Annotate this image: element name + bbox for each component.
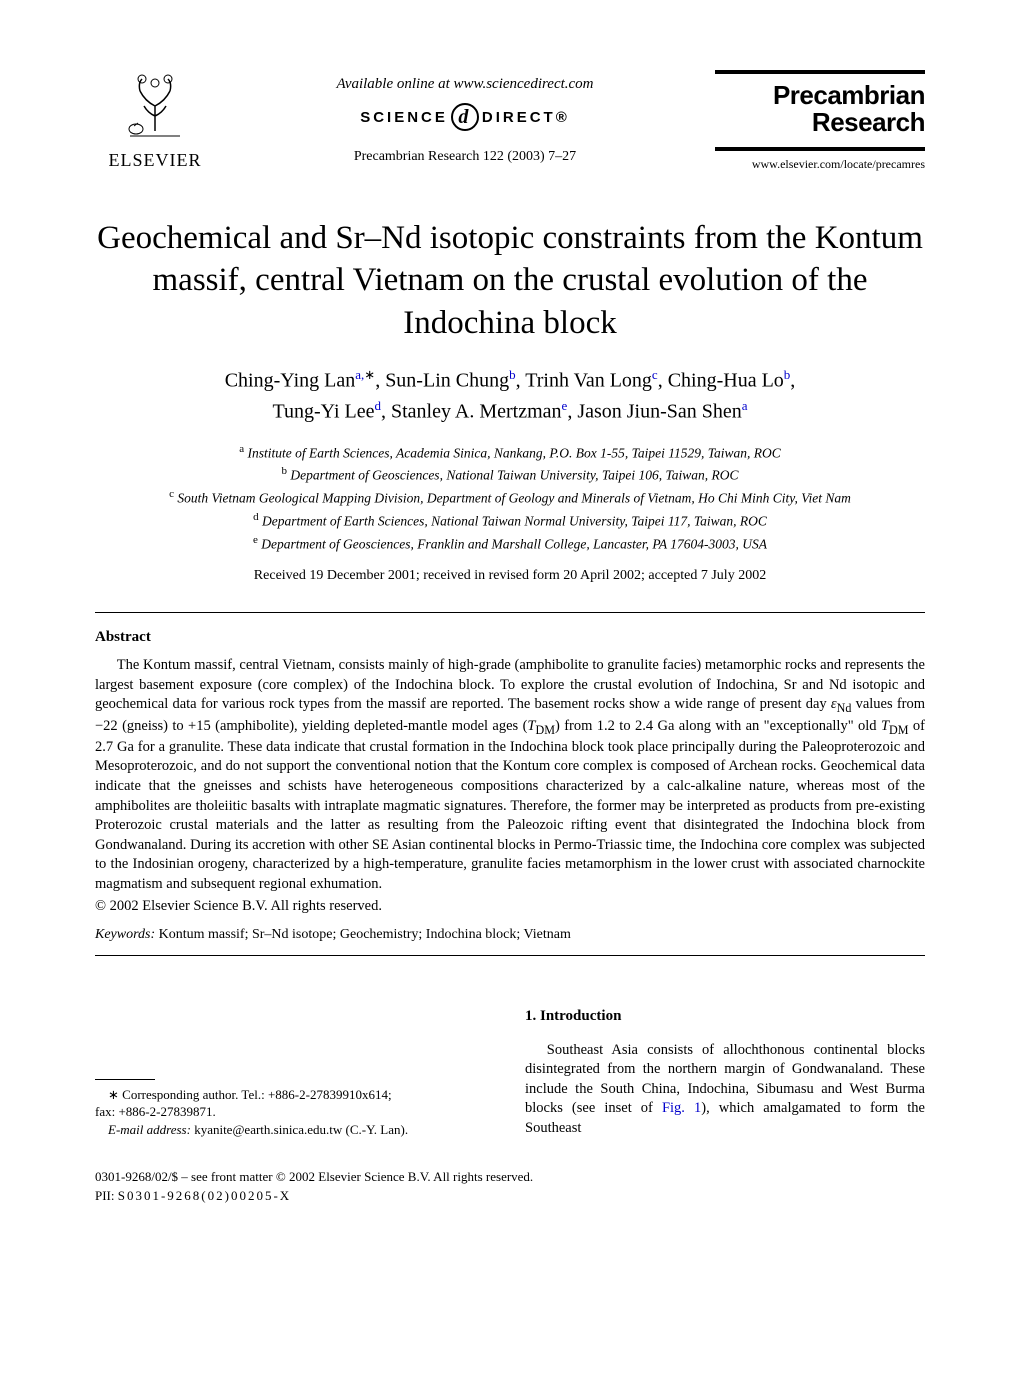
journal-url[interactable]: www.elsevier.com/locate/precamres <box>715 157 925 172</box>
right-column: 1. Introduction Southeast Asia consists … <box>525 1006 925 1138</box>
left-column: ∗ Corresponding author. Tel.: +886-2-278… <box>95 1006 495 1138</box>
journal-title-line2: Research <box>715 109 925 136</box>
abstract-body: The Kontum massif, central Vietnam, cons… <box>95 656 925 894</box>
publisher-logo: ELSEVIER <box>95 71 215 171</box>
available-online-text: Available online at www.sciencedirect.co… <box>215 76 715 93</box>
keywords-text: Kontum massif; Sr–Nd isotope; Geochemist… <box>159 927 571 942</box>
pii-line1: 0301-9268/02/$ – see front matter © 2002… <box>95 1168 925 1186</box>
pii-block: 0301-9268/02/$ – see front matter © 2002… <box>95 1168 925 1204</box>
elsevier-tree-icon <box>120 71 190 146</box>
citation-line: Precambrian Research 122 (2003) 7–27 <box>215 149 715 165</box>
abstract-heading: Abstract <box>95 629 925 646</box>
science-label-right: DIRECT® <box>482 109 570 126</box>
page-header: ELSEVIER Available online at www.science… <box>95 70 925 172</box>
rule-below-keywords <box>95 955 925 956</box>
keywords-label: Keywords: <box>95 927 155 942</box>
authors-block: Ching-Ying Lana,∗, Sun-Lin Chungb, Trinh… <box>95 365 925 426</box>
sciencedirect-d-icon: d <box>451 103 479 131</box>
authors-line2: Tung-Yi Leed, Stanley A. Mertzmane, Jaso… <box>95 396 925 427</box>
affiliation-line: e Department of Geosciences, Franklin an… <box>95 532 925 555</box>
footnote-line1: ∗ Corresponding author. Tel.: +886-2-278… <box>95 1086 495 1104</box>
email-label: E-mail address: <box>108 1122 191 1137</box>
keywords-line: Keywords: Kontum massif; Sr–Nd isotope; … <box>95 927 925 943</box>
article-title: Geochemical and Sr–Nd isotopic constrain… <box>95 217 925 346</box>
science-label-left: SCIENCE <box>360 109 448 126</box>
journal-title: Precambrian Research <box>715 70 925 151</box>
footnote-email: E-mail address: kyanite@earth.sinica.edu… <box>95 1121 495 1139</box>
affiliation-line: d Department of Earth Sciences, National… <box>95 509 925 532</box>
introduction-paragraph: Southeast Asia consists of allochthonous… <box>525 1041 925 1139</box>
corresponding-author-footnote: ∗ Corresponding author. Tel.: +886-2-278… <box>95 1086 495 1139</box>
footnote-rule <box>95 1079 155 1080</box>
introduction-heading: 1. Introduction <box>525 1006 925 1026</box>
affiliation-line: a Institute of Earth Sciences, Academia … <box>95 441 925 464</box>
affiliations-block: a Institute of Earth Sciences, Academia … <box>95 441 925 555</box>
sciencedirect-logo: SCIENCE d DIRECT® <box>215 103 715 131</box>
journal-box: Precambrian Research www.elsevier.com/lo… <box>715 70 925 172</box>
authors-line1: Ching-Ying Lana,∗, Sun-Lin Chungb, Trinh… <box>95 365 925 396</box>
header-center: Available online at www.sciencedirect.co… <box>215 76 715 165</box>
footnote-line2: fax: +886-2-27839871. <box>95 1103 495 1121</box>
journal-title-line1: Precambrian <box>715 82 925 109</box>
rule-above-abstract <box>95 612 925 613</box>
pii-line2: PII: S0301-9268(02)00205-X <box>95 1187 925 1205</box>
received-dates: Received 19 December 2001; received in r… <box>95 568 925 584</box>
pii-code: S0301-9268(02)00205-X <box>118 1188 291 1203</box>
publisher-name: ELSEVIER <box>95 150 215 171</box>
body-columns: ∗ Corresponding author. Tel.: +886-2-278… <box>95 1006 925 1138</box>
affiliation-line: b Department of Geosciences, National Ta… <box>95 463 925 486</box>
abstract-copyright: © 2002 Elsevier Science B.V. All rights … <box>95 898 925 915</box>
email-value[interactable]: kyanite@earth.sinica.edu.tw (C.-Y. Lan). <box>194 1122 408 1137</box>
affiliation-line: c South Vietnam Geological Mapping Divis… <box>95 486 925 509</box>
